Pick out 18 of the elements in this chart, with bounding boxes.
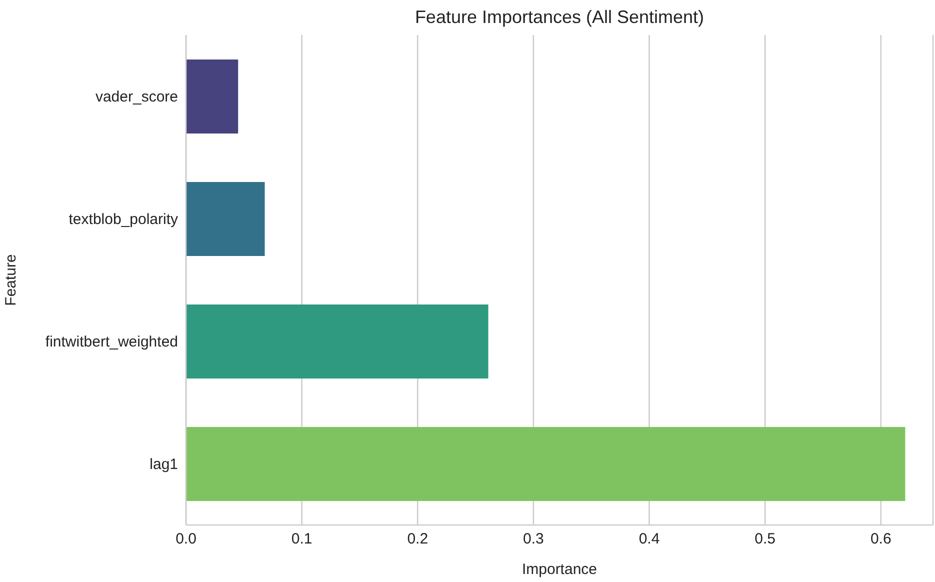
y-tick-label: fintwitbert_weighted — [45, 334, 178, 351]
y-axis-title: Feature — [2, 254, 20, 306]
bar — [186, 60, 238, 134]
x-tick-label: 0.5 — [754, 530, 776, 548]
bar — [186, 427, 906, 501]
bar — [186, 182, 265, 256]
x-tick-label: 0.6 — [870, 530, 892, 548]
y-tick-label: textblob_polarity — [68, 211, 178, 228]
x-tick-label: 0.2 — [407, 530, 428, 548]
x-tick-label: 0.1 — [291, 530, 312, 548]
y-tick-label: vader_score — [95, 88, 178, 106]
bar — [186, 304, 488, 378]
y-tick-label: lag1 — [150, 456, 178, 474]
chart-title: Feature Importances (All Sentiment) — [414, 7, 706, 28]
x-tick-label: 0.3 — [523, 530, 544, 548]
x-tick-label: 0.0 — [176, 530, 196, 548]
x-axis-title: Importance — [522, 561, 598, 578]
x-tick-label: 0.4 — [638, 530, 660, 548]
